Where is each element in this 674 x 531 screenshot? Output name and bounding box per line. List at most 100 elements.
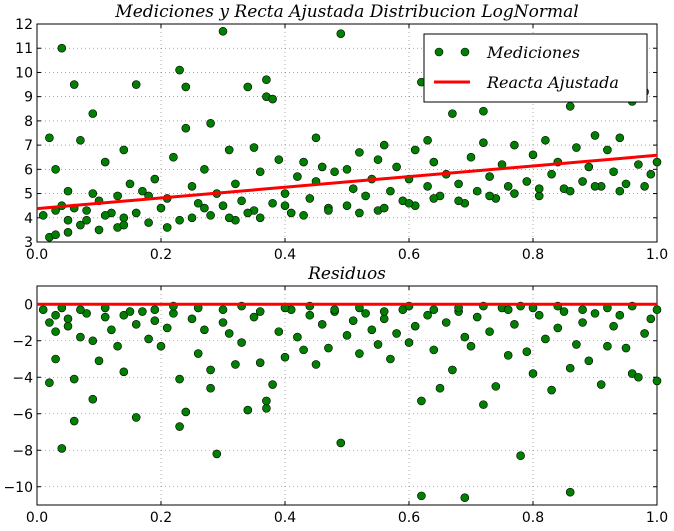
x-tick-label: 0.8	[522, 247, 544, 263]
main-plot: 0.0 0.2 0.4 0.6 0.8 1.0 3 4 5 6 7 8 9 10 11 12 Medicione…	[15, 2, 668, 263]
y-tick-label: 9	[24, 90, 33, 106]
data-point	[361, 191, 370, 201]
y-tick-label: 11	[15, 41, 33, 57]
data-point	[150, 174, 160, 184]
data-point	[255, 167, 265, 177]
data-point	[181, 82, 191, 92]
data-point	[113, 191, 122, 201]
data-point	[38, 211, 48, 220]
y-tick-label: 0	[24, 297, 33, 313]
residual-point	[131, 413, 141, 422]
data-point	[88, 109, 98, 118]
data-point	[82, 206, 91, 215]
residual-point	[169, 309, 178, 318]
data-point	[373, 155, 383, 164]
data-point	[231, 179, 240, 189]
data-point	[429, 194, 439, 203]
data-point	[119, 145, 129, 155]
residual-point	[541, 334, 550, 344]
residual-point	[181, 407, 191, 417]
residual-point	[534, 310, 544, 320]
data-point	[410, 145, 420, 155]
residual-point	[243, 405, 253, 415]
y-tick-label: 3	[24, 235, 33, 251]
data-point	[379, 140, 389, 150]
data-point	[621, 179, 631, 189]
residual-point	[51, 327, 60, 336]
data-point	[348, 184, 358, 194]
data-point	[590, 131, 600, 140]
legend-box	[423, 33, 648, 103]
data-point	[63, 215, 73, 225]
data-point	[57, 43, 67, 53]
residual-point	[200, 325, 209, 335]
residual-point	[88, 336, 98, 346]
residual-point	[503, 305, 513, 315]
data-point	[100, 211, 110, 220]
residual-point	[565, 487, 575, 497]
residual-point	[479, 400, 488, 409]
residual-point	[119, 367, 129, 377]
residual-point	[584, 356, 594, 366]
residual-point	[51, 354, 60, 364]
data-point	[175, 65, 184, 75]
data-point	[578, 177, 587, 186]
residual-point	[565, 363, 575, 373]
residual-point	[460, 493, 470, 503]
y-tick-label: −2	[12, 334, 33, 350]
y-tick-label: −8	[12, 443, 33, 459]
residual-point	[652, 376, 662, 386]
residual-point	[138, 307, 147, 316]
data-point	[94, 225, 104, 235]
data-point	[479, 106, 488, 116]
residual-point	[113, 341, 122, 351]
data-point	[634, 160, 643, 169]
x-tick-label: 0.0	[26, 247, 48, 263]
residual-point	[268, 380, 277, 389]
residual-point	[330, 305, 339, 315]
data-point	[187, 181, 197, 191]
data-point	[565, 102, 575, 111]
data-point	[429, 157, 439, 167]
data-point	[206, 119, 215, 128]
data-point	[541, 135, 550, 145]
residual-point	[404, 338, 414, 347]
data-point	[386, 186, 395, 196]
data-point	[82, 215, 91, 225]
data-point	[144, 218, 153, 227]
data-point	[200, 165, 209, 174]
residual-point	[317, 320, 327, 329]
data-point	[169, 152, 178, 162]
residual-point	[361, 309, 370, 318]
data-point	[336, 29, 346, 38]
residual-point	[578, 305, 587, 315]
residual-point	[57, 444, 67, 453]
residual-point	[324, 343, 333, 353]
data-point	[286, 208, 296, 218]
data-point	[76, 220, 85, 230]
data-point	[224, 213, 234, 223]
data-point	[45, 133, 54, 143]
data-point	[51, 165, 60, 174]
x-tick-label: 0.8	[522, 510, 544, 526]
residual-point	[367, 325, 377, 335]
data-point	[243, 82, 253, 92]
residual-point	[578, 318, 587, 327]
plot-area	[36, 285, 658, 506]
residual-point	[255, 307, 265, 316]
y-tick-label: 7	[24, 138, 33, 154]
data-point	[138, 186, 147, 196]
data-point	[534, 191, 544, 201]
residual-point	[503, 351, 513, 360]
residual-point	[460, 332, 470, 342]
residual-point	[379, 307, 389, 316]
data-point	[237, 196, 246, 206]
residual-point	[38, 305, 48, 315]
residual-point	[485, 327, 494, 336]
data-point	[324, 206, 333, 215]
data-point	[572, 143, 581, 152]
data-point	[330, 167, 339, 177]
y-tick-label: −4	[12, 370, 33, 386]
data-point	[423, 181, 432, 191]
